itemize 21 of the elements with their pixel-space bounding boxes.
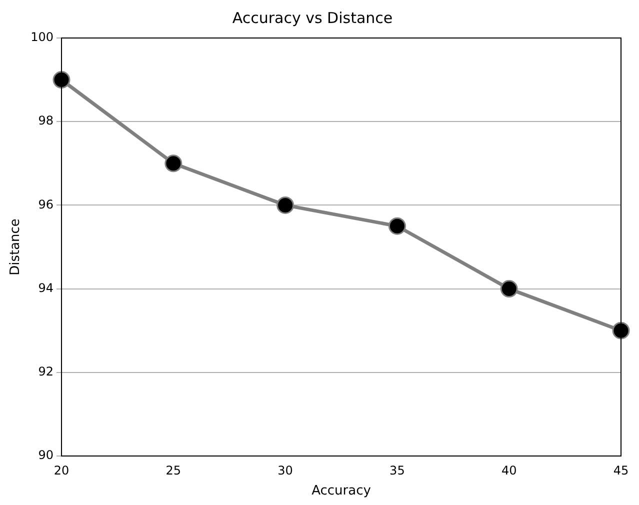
point — [500, 280, 518, 298]
x-tick-label: 40 — [501, 463, 517, 478]
y-tick-label: 90 — [38, 448, 54, 462]
y-tick-label: 100 — [30, 30, 54, 44]
y-tick-label: 98 — [38, 114, 54, 128]
x-tick-label: 35 — [390, 463, 405, 478]
y-tick-label: 92 — [38, 364, 54, 379]
x-tick-label: 20 — [54, 463, 70, 478]
x-tick-label: 30 — [278, 463, 293, 478]
x-axis-title: Accuracy — [312, 484, 372, 499]
point — [388, 217, 406, 235]
y-tick-label: 96 — [38, 197, 54, 212]
point — [612, 322, 630, 340]
x-tick-label: 25 — [166, 463, 182, 478]
y-tick-label: 94 — [38, 280, 54, 295]
chart-title: Accuracy vs Distance — [232, 8, 393, 27]
point — [164, 154, 182, 172]
x-tick-label: 45 — [613, 463, 629, 478]
y-axis-title: Distance — [8, 218, 24, 276]
point — [52, 71, 70, 89]
point — [276, 196, 294, 214]
